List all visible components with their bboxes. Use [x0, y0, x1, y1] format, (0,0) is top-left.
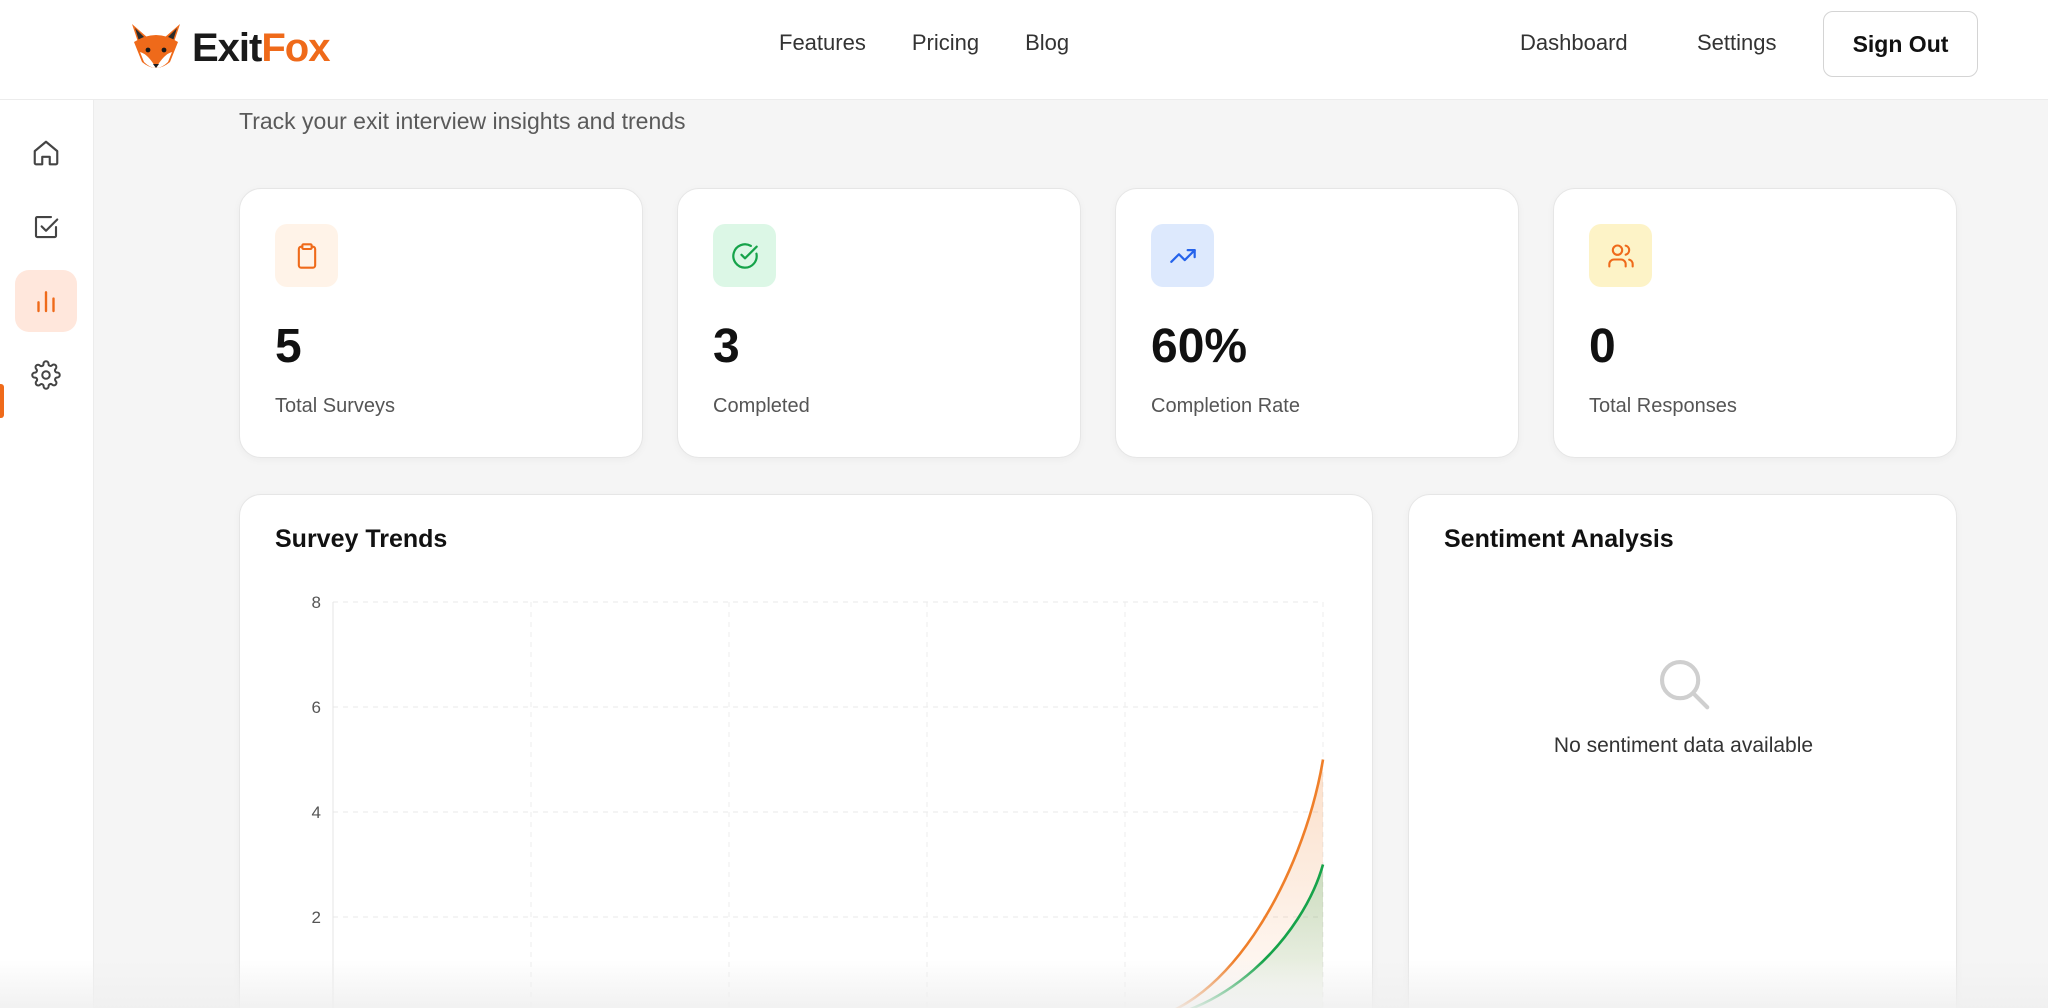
sentiment-empty-state: No sentiment data available	[1409, 653, 1958, 758]
check-circle-icon	[731, 242, 758, 269]
chart-y-tick-label: 6	[312, 698, 321, 717]
sign-out-button[interactable]: Sign Out	[1823, 11, 1978, 77]
stat-value: 60%	[1151, 320, 1248, 373]
stat-icon-wrap	[1151, 224, 1214, 287]
chart-y-tick-label: 8	[312, 593, 321, 612]
chart-series-line-1	[1189, 864, 1325, 1008]
stat-card-total-responses: 0 Total Responses	[1553, 188, 1957, 458]
nav-blog-link[interactable]: Blog	[1025, 30, 1070, 55]
stat-value: 0	[1589, 320, 1616, 373]
clipboard-icon	[297, 242, 316, 269]
chart-series-area-0	[1177, 759, 1323, 1008]
stat-card-completion-rate: 60% Completion Rate	[1115, 188, 1519, 458]
gear-icon	[31, 360, 61, 390]
sentiment-analysis-title: Sentiment Analysis	[1444, 525, 1674, 553]
stat-icon-wrap	[275, 224, 338, 287]
sidebar-active-indicator	[0, 384, 4, 418]
users-icon	[1607, 243, 1634, 268]
page-subtitle: Track your exit interview insights and t…	[239, 108, 686, 134]
chart-y-tick-label: 4	[312, 803, 321, 822]
sidebar-item-settings[interactable]	[15, 344, 77, 406]
checkbox-icon	[34, 215, 59, 239]
stat-label: Completed	[713, 395, 810, 417]
trending-up-icon	[1169, 248, 1196, 263]
stat-card-total-surveys: 5 Total Surveys	[239, 188, 643, 458]
sidebar	[0, 100, 94, 1008]
brand-name-part1: Exit	[192, 25, 262, 70]
stat-label: Total Surveys	[275, 395, 396, 417]
survey-trends-card: Survey Trends 02468JulAugSepOctNovDec	[239, 494, 1373, 1008]
stat-value: 5	[275, 320, 302, 373]
nav-features-link[interactable]: Features	[779, 30, 866, 55]
bar-chart-icon	[37, 291, 55, 313]
fox-logo-icon	[132, 24, 180, 68]
nav-settings-link[interactable]: Settings	[1697, 30, 1777, 55]
chart-series-area-1	[1193, 864, 1323, 1008]
stat-value: 3	[713, 320, 740, 373]
sidebar-item-surveys[interactable]	[15, 196, 77, 258]
brand-logo[interactable]: ExitFox	[126, 18, 330, 78]
sentiment-analysis-card: Sentiment Analysis No sentiment data ava…	[1408, 494, 1957, 1008]
stat-card-completed: 3 Completed	[677, 188, 1081, 458]
brand-name: ExitFox	[192, 25, 330, 71]
top-nav-bar: ExitFox Features Pricing Blog Dashboard …	[0, 0, 2048, 100]
chart-series-line-0	[1174, 759, 1325, 1008]
sidebar-item-home[interactable]	[15, 122, 77, 184]
nav-dashboard-link[interactable]: Dashboard	[1520, 30, 1628, 55]
stat-icon-wrap	[713, 224, 776, 287]
sidebar-item-analytics[interactable]	[15, 270, 77, 332]
chart-y-tick-label: 2	[312, 908, 321, 927]
survey-trends-title: Survey Trends	[275, 525, 448, 553]
stat-label: Total Responses	[1589, 395, 1737, 417]
home-icon	[33, 140, 59, 166]
sentiment-empty-text: No sentiment data available	[1553, 734, 1814, 757]
search-icon	[1659, 659, 1709, 710]
stat-icon-wrap	[1589, 224, 1652, 287]
stat-label: Completion Rate	[1151, 395, 1300, 417]
survey-trends-chart: 02468JulAugSepOctNovDec	[312, 593, 1325, 1008]
brand-name-part2: Fox	[261, 25, 330, 70]
main-nav: Features Pricing Blog	[779, 30, 1069, 56]
nav-pricing-link[interactable]: Pricing	[911, 30, 980, 55]
